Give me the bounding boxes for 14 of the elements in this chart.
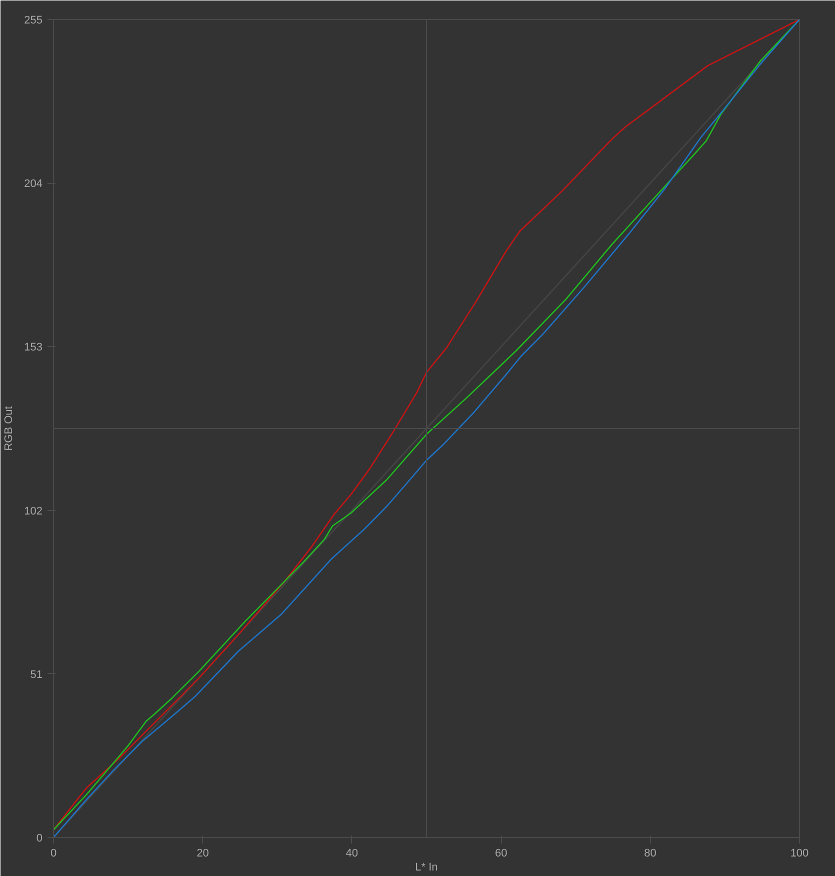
x-tick-label: 80 <box>644 848 656 860</box>
x-tick-label: 60 <box>494 848 508 860</box>
x-tick-label: 20 <box>196 848 209 860</box>
y-tick-label: 102 <box>24 505 43 518</box>
y-tick-label: 153 <box>24 342 43 354</box>
y-tick-label: 204 <box>24 178 43 190</box>
y-tick-label: 0 <box>36 832 43 844</box>
x-tick-label: 40 <box>346 848 358 860</box>
x-tick-label: 0 <box>50 848 57 860</box>
y-tick-label: 51 <box>30 668 43 681</box>
y-axis-title: RGB Out <box>3 406 16 451</box>
x-tick-label: 100 <box>790 848 809 860</box>
x-axis-title: L* In <box>415 862 438 874</box>
y-tick-label: 255 <box>24 14 43 26</box>
